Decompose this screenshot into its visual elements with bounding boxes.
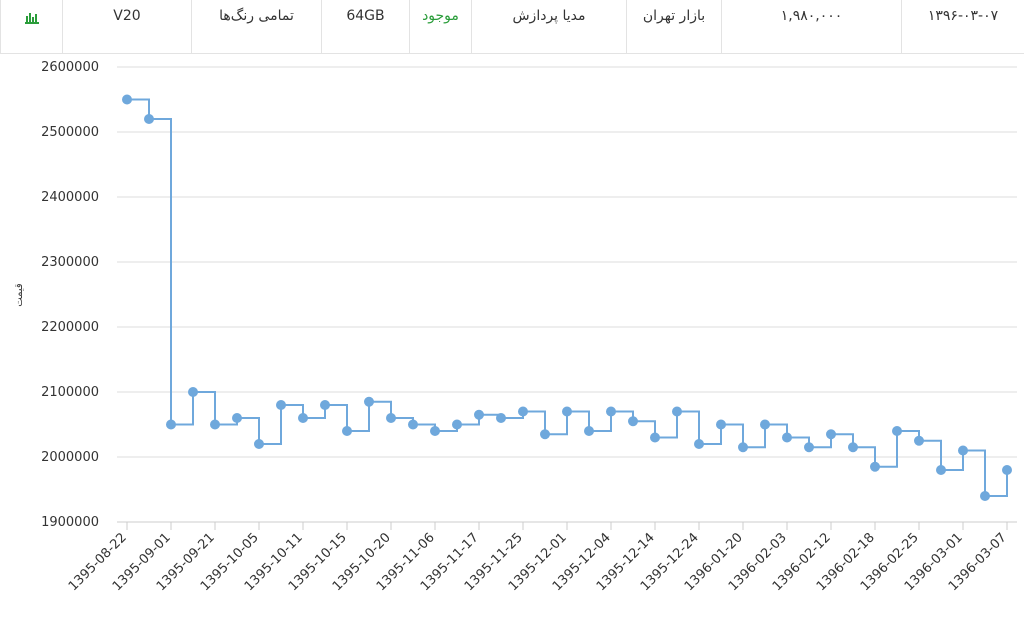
point <box>518 406 528 417</box>
point <box>320 400 330 410</box>
point <box>298 413 308 423</box>
y-tick-label: 2600000 <box>41 60 99 75</box>
point <box>364 396 374 407</box>
y-axis-label: قیمت <box>14 283 25 307</box>
point <box>826 429 836 440</box>
point <box>716 419 726 430</box>
y-tick-label: 2500000 <box>41 125 99 140</box>
storage-cell: 64GB <box>321 0 409 53</box>
point <box>738 442 748 453</box>
point <box>562 406 572 417</box>
chart: قیمت 1900000 2000000 2100000 2200000 2300000… <box>14 60 1017 594</box>
step-segment <box>985 470 1008 497</box>
point <box>210 419 220 430</box>
point <box>804 442 814 453</box>
step-segment <box>589 411 612 432</box>
chart-icon-cell[interactable] <box>0 0 62 53</box>
point <box>342 426 352 436</box>
point <box>980 491 990 501</box>
step-segment <box>567 410 590 431</box>
point <box>672 406 682 417</box>
step-segment <box>919 439 942 470</box>
point <box>188 387 198 397</box>
y-tick-label: 2100000 <box>41 385 99 400</box>
point <box>386 413 396 423</box>
point <box>144 114 154 124</box>
step-segment <box>677 410 700 444</box>
point <box>606 406 616 417</box>
color-cell: تمامی رنگ‌ها <box>191 0 321 53</box>
step-segment <box>941 450 964 471</box>
step-segment <box>127 98 150 119</box>
point <box>870 461 880 472</box>
point <box>650 432 660 443</box>
market-cell: بازار تهران <box>626 0 721 53</box>
point <box>122 94 132 105</box>
y-tick-label: 1900000 <box>41 515 99 530</box>
step-segment <box>259 405 282 445</box>
point <box>276 400 286 410</box>
step-segment <box>347 401 370 432</box>
point <box>782 432 792 443</box>
seller-cell: مدیا پردازش <box>471 0 626 53</box>
point <box>474 409 484 420</box>
point <box>958 445 968 456</box>
step-segment <box>237 417 260 444</box>
point <box>408 419 418 430</box>
step-segment <box>699 424 722 445</box>
step-segment <box>633 420 656 438</box>
point <box>914 435 924 446</box>
point <box>584 426 594 436</box>
y-tick-label: 2200000 <box>41 320 99 335</box>
point <box>892 426 902 436</box>
point <box>232 413 242 423</box>
step-segment <box>325 404 348 431</box>
point <box>430 426 440 436</box>
point <box>694 439 704 449</box>
y-tick-label: 2300000 <box>41 255 99 270</box>
table-row: ۱۳۹۶-۰۳-۰۷ ۱,۹۸۰,۰۰۰ بازار تهران مدیا پرداز… <box>0 0 1024 54</box>
step-segment <box>721 423 744 448</box>
status-cell: موجود <box>409 0 471 53</box>
point <box>848 442 858 453</box>
step-segment <box>545 411 568 436</box>
step-segment <box>875 431 898 468</box>
date-cell: ۱۳۹۶-۰۳-۰۷ <box>901 0 1024 53</box>
step-segment <box>369 400 392 418</box>
point <box>760 419 770 430</box>
step-segment <box>149 118 172 425</box>
step-segment <box>655 411 678 439</box>
point <box>936 465 946 475</box>
point <box>1002 465 1012 475</box>
point <box>166 419 176 430</box>
point <box>540 429 550 440</box>
step-segment <box>171 392 194 426</box>
point <box>496 413 506 423</box>
step-segment <box>853 446 876 467</box>
point <box>628 416 638 427</box>
y-tick-label: 2000000 <box>41 450 99 465</box>
point <box>452 419 462 430</box>
chart-icon[interactable] <box>24 10 40 24</box>
step-segment <box>963 449 986 496</box>
step-segment <box>523 410 546 435</box>
y-tick-label: 2400000 <box>41 190 99 205</box>
price-cell: ۱,۹۸۰,۰۰۰ <box>721 0 901 53</box>
step-segment <box>193 391 216 425</box>
model-cell: V20 <box>62 0 191 53</box>
point <box>254 439 264 449</box>
step-segment <box>743 424 766 449</box>
